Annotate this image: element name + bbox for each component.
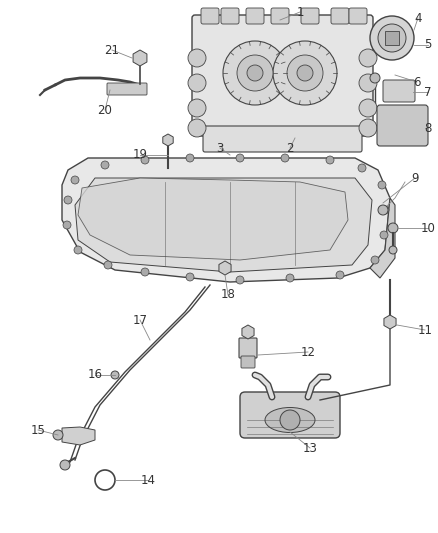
Text: 21: 21 — [105, 44, 120, 56]
Circle shape — [358, 164, 366, 172]
FancyBboxPatch shape — [246, 8, 264, 24]
FancyBboxPatch shape — [331, 8, 349, 24]
Circle shape — [141, 268, 149, 276]
Circle shape — [237, 55, 273, 91]
Polygon shape — [370, 198, 395, 278]
FancyBboxPatch shape — [271, 8, 289, 24]
Circle shape — [371, 256, 379, 264]
FancyBboxPatch shape — [240, 392, 340, 438]
Text: 6: 6 — [413, 76, 421, 88]
FancyBboxPatch shape — [349, 8, 367, 24]
FancyBboxPatch shape — [201, 8, 219, 24]
Text: 17: 17 — [133, 313, 148, 327]
Circle shape — [336, 271, 344, 279]
Text: 20: 20 — [98, 103, 113, 117]
FancyBboxPatch shape — [203, 126, 362, 152]
Circle shape — [53, 430, 63, 440]
Circle shape — [359, 49, 377, 67]
Text: 15: 15 — [31, 424, 46, 437]
Polygon shape — [62, 427, 95, 445]
Text: 14: 14 — [141, 473, 155, 487]
Text: 1: 1 — [296, 5, 304, 19]
Circle shape — [359, 74, 377, 92]
Circle shape — [101, 161, 109, 169]
FancyBboxPatch shape — [107, 83, 147, 95]
Circle shape — [389, 246, 397, 254]
Circle shape — [378, 205, 388, 215]
FancyBboxPatch shape — [377, 105, 428, 146]
Text: 16: 16 — [88, 368, 102, 382]
Circle shape — [326, 156, 334, 164]
Circle shape — [273, 41, 337, 105]
Text: 7: 7 — [424, 85, 432, 99]
Circle shape — [188, 119, 206, 137]
Circle shape — [297, 65, 313, 81]
Circle shape — [359, 99, 377, 117]
Circle shape — [247, 65, 263, 81]
Circle shape — [370, 73, 380, 83]
Circle shape — [359, 119, 377, 137]
Circle shape — [188, 74, 206, 92]
Text: 10: 10 — [420, 222, 435, 235]
Circle shape — [378, 24, 406, 52]
Circle shape — [111, 371, 119, 379]
Circle shape — [381, 206, 389, 214]
Text: 11: 11 — [417, 324, 432, 336]
Text: 8: 8 — [424, 122, 432, 134]
Text: 13: 13 — [303, 441, 318, 455]
Circle shape — [104, 261, 112, 269]
Text: 3: 3 — [216, 141, 224, 155]
FancyBboxPatch shape — [239, 338, 257, 358]
Circle shape — [74, 246, 82, 254]
Circle shape — [281, 154, 289, 162]
Bar — [385, 31, 399, 45]
Circle shape — [286, 274, 294, 282]
FancyBboxPatch shape — [241, 356, 255, 368]
Polygon shape — [78, 178, 348, 260]
Text: 9: 9 — [411, 172, 419, 184]
Circle shape — [380, 231, 388, 239]
Circle shape — [223, 41, 287, 105]
Circle shape — [188, 49, 206, 67]
FancyBboxPatch shape — [192, 15, 373, 136]
Circle shape — [63, 221, 71, 229]
Circle shape — [287, 55, 323, 91]
Circle shape — [186, 273, 194, 281]
Text: 5: 5 — [424, 38, 432, 52]
Circle shape — [236, 154, 244, 162]
Circle shape — [64, 196, 72, 204]
FancyBboxPatch shape — [383, 80, 415, 102]
Polygon shape — [62, 158, 390, 282]
Circle shape — [188, 99, 206, 117]
Circle shape — [378, 181, 386, 189]
Polygon shape — [75, 178, 372, 272]
Text: 4: 4 — [414, 12, 422, 25]
Ellipse shape — [265, 408, 315, 432]
Circle shape — [186, 154, 194, 162]
Circle shape — [280, 410, 300, 430]
FancyBboxPatch shape — [301, 8, 319, 24]
Text: 18: 18 — [221, 288, 236, 302]
FancyBboxPatch shape — [221, 8, 239, 24]
Circle shape — [60, 460, 70, 470]
Text: 2: 2 — [286, 141, 294, 155]
Circle shape — [71, 176, 79, 184]
Circle shape — [388, 223, 398, 233]
Text: 19: 19 — [133, 149, 148, 161]
Circle shape — [141, 156, 149, 164]
Circle shape — [236, 276, 244, 284]
Circle shape — [370, 16, 414, 60]
Text: 12: 12 — [300, 345, 315, 359]
